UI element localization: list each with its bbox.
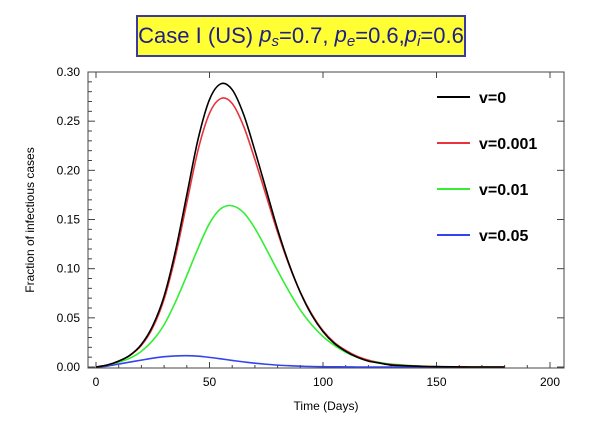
series-line-v=0.001 <box>95 97 505 368</box>
x-tick-label: 150 <box>426 375 446 389</box>
title-ps-symbol: ps <box>259 22 279 50</box>
y-tick-label: 0.25 <box>57 114 81 128</box>
title-pi-value: =0.6 <box>420 23 464 48</box>
series-line-v=0.01 <box>95 204 505 368</box>
x-axis-label: Time (Days) <box>294 399 359 413</box>
y-tick-label: 0.00 <box>57 360 81 374</box>
x-tick-label: 100 <box>313 375 333 389</box>
x-tick-label: 50 <box>203 375 217 389</box>
plot-area <box>87 71 565 369</box>
series-line-v=0 <box>95 82 505 368</box>
legend-label: v=0 <box>479 90 506 107</box>
title-pe-symbol: pe <box>334 22 356 50</box>
y-tick-label: 0.15 <box>57 213 81 227</box>
legend-label: v=0.001 <box>479 136 537 153</box>
axis-ticks: 0 50 100 150 200 0.00 0.05 0.10 0.15 0.20 0.25 0.30 <box>57 65 564 389</box>
title-pe-value: =0.6, <box>355 23 405 48</box>
y-tick-label: 0.20 <box>57 163 81 177</box>
legend-label: v=0.01 <box>479 182 528 199</box>
title-pi-symbol: pi <box>404 22 421 50</box>
y-axis-label: Fraction of infectious cases <box>23 147 37 292</box>
x-tick-label: 0 <box>93 375 100 389</box>
legend: v=0 v=0.001 v=0.01 v=0.05 <box>437 90 537 245</box>
legend-label: v=0.05 <box>479 228 528 245</box>
series-layer <box>95 82 505 368</box>
title-prefix: Case I (US) <box>138 23 254 48</box>
y-tick-label: 0.05 <box>57 311 81 325</box>
chart-title: Case I (US) ps =0.7, pe =0.6, pi =0.6 <box>136 15 466 57</box>
y-tick-label: 0.30 <box>57 65 81 79</box>
y-tick-label: 0.10 <box>57 262 81 276</box>
x-tick-label: 200 <box>540 375 560 389</box>
title-ps-value: =0.7, <box>278 23 329 48</box>
